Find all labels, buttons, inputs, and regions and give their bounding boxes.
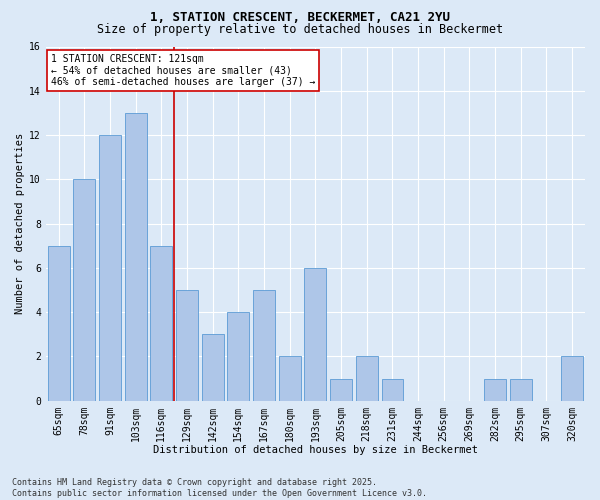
Text: Size of property relative to detached houses in Beckermet: Size of property relative to detached ho…	[97, 22, 503, 36]
X-axis label: Distribution of detached houses by size in Beckermet: Distribution of detached houses by size …	[153, 445, 478, 455]
Text: Contains HM Land Registry data © Crown copyright and database right 2025.
Contai: Contains HM Land Registry data © Crown c…	[12, 478, 427, 498]
Bar	[227, 312, 249, 400]
Bar	[510, 378, 532, 400]
Bar	[561, 356, 583, 401]
Bar	[202, 334, 224, 400]
Bar	[125, 113, 146, 401]
Text: 1 STATION CRESCENT: 121sqm
← 54% of detached houses are smaller (43)
46% of semi: 1 STATION CRESCENT: 121sqm ← 54% of deta…	[51, 54, 316, 87]
Bar	[356, 356, 377, 401]
Bar	[48, 246, 70, 400]
Bar	[253, 290, 275, 401]
Bar	[382, 378, 403, 400]
Bar	[304, 268, 326, 400]
Bar	[484, 378, 506, 400]
Bar	[176, 290, 198, 401]
Bar	[151, 246, 172, 400]
Bar	[330, 378, 352, 400]
Y-axis label: Number of detached properties: Number of detached properties	[15, 133, 25, 314]
Bar	[99, 135, 121, 400]
Bar	[279, 356, 301, 401]
Bar	[73, 180, 95, 400]
Text: 1, STATION CRESCENT, BECKERMET, CA21 2YU: 1, STATION CRESCENT, BECKERMET, CA21 2YU	[150, 11, 450, 24]
